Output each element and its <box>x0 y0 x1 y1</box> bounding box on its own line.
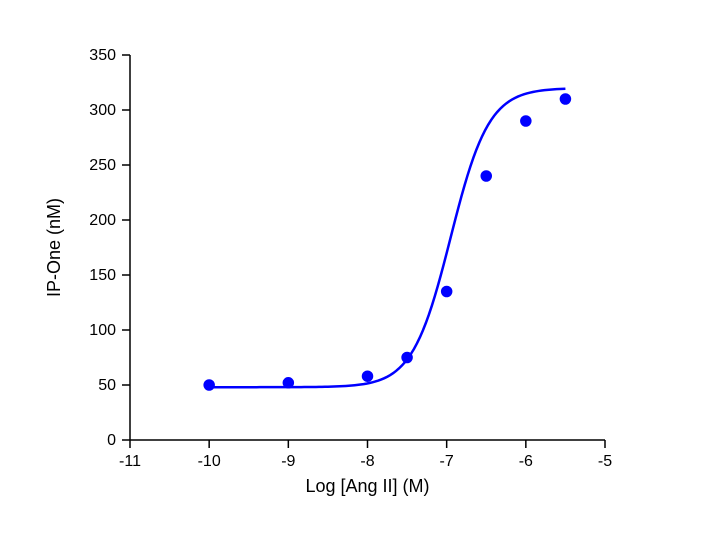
x-tick-label: -10 <box>198 453 221 470</box>
y-axis-title: IP-One (nM) <box>44 198 64 297</box>
y-tick-label: 350 <box>89 47 116 64</box>
y-tick-label: 0 <box>107 432 116 449</box>
data-point <box>363 371 373 381</box>
chart-container: -11 -10 -9 -8 -7 -6 -5 0 50 100 150 200 250 300 350 Log… <box>0 0 702 537</box>
x-tick-label: -11 <box>119 453 141 470</box>
y-tick-label: 300 <box>89 102 116 119</box>
x-tick-label: -5 <box>598 453 612 470</box>
y-tick-label: 250 <box>89 157 116 174</box>
x-axis-title: Log [Ang II] (M) <box>305 476 429 496</box>
y-tick-label: 150 <box>89 267 116 284</box>
y-tick-label: 200 <box>89 212 116 229</box>
x-tick-label: -9 <box>281 453 295 470</box>
data-point <box>560 94 570 104</box>
data-point <box>521 116 531 126</box>
x-tick-label: -8 <box>360 453 374 470</box>
data-point <box>442 287 452 297</box>
x-tick-label: -6 <box>519 453 533 470</box>
x-tick-label: -7 <box>440 453 454 470</box>
fit-curve <box>209 89 565 387</box>
y-tick-label: 50 <box>98 377 116 394</box>
data-point <box>481 171 491 181</box>
y-tick-label: 100 <box>89 322 116 339</box>
data-point <box>402 353 412 363</box>
data-point <box>283 378 293 388</box>
data-point <box>204 380 214 390</box>
dose-response-chart: -11 -10 -9 -8 -7 -6 -5 0 50 100 150 200 250 300 350 Log… <box>0 0 702 537</box>
